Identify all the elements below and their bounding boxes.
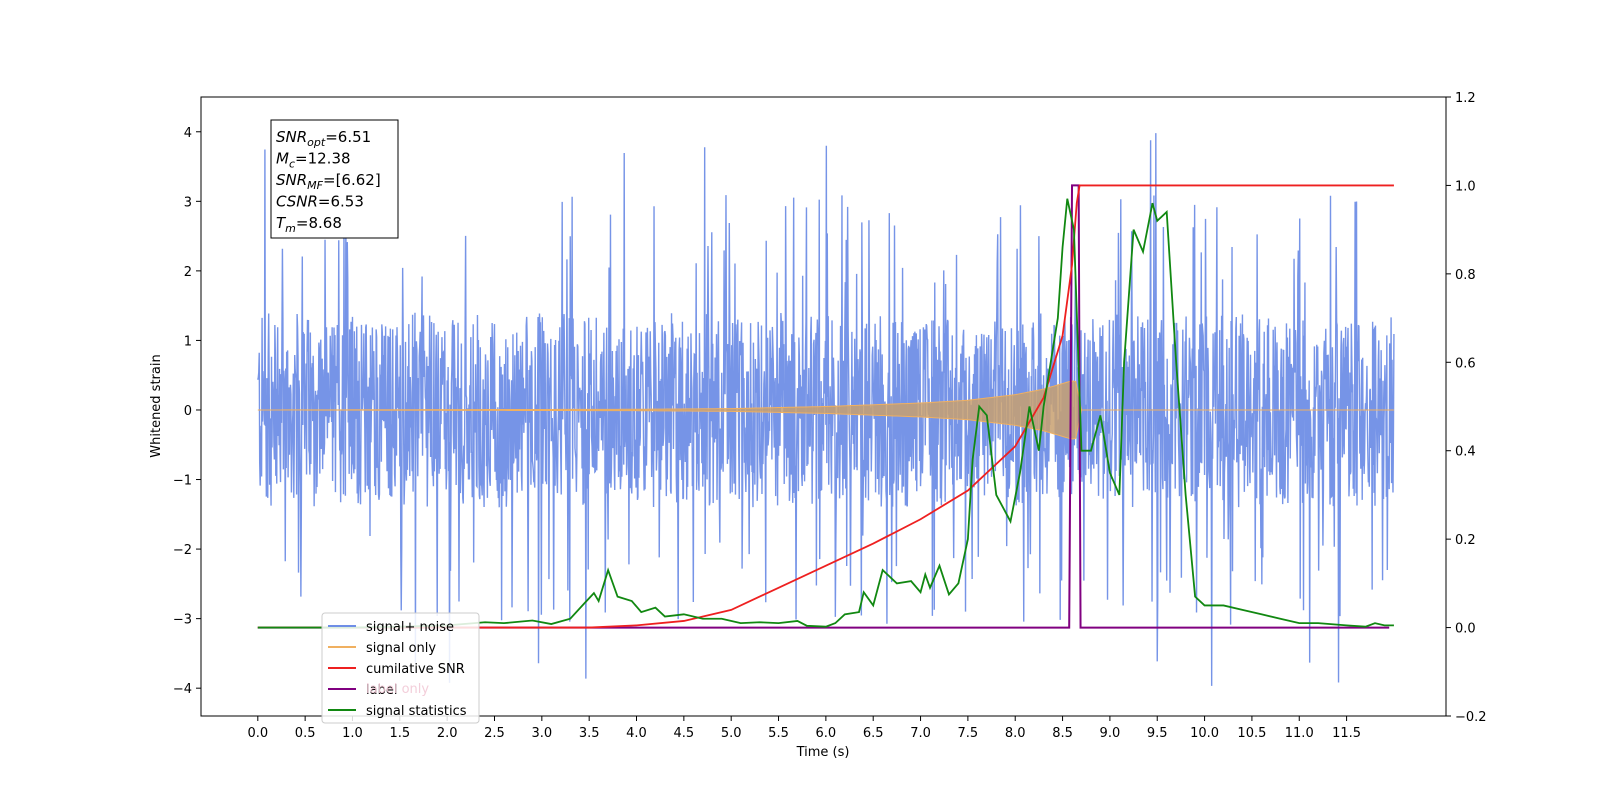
series-signal-statistics	[257, 198, 1394, 629]
legend-label: signal+ noise	[366, 620, 454, 635]
y2-tick-label: 0.0	[1455, 622, 1476, 637]
series-layer	[257, 133, 1395, 686]
annotation-subscript: MF	[307, 179, 323, 192]
x-tick-label: 2.0	[437, 726, 458, 741]
legend-ghost-label: label only	[366, 682, 429, 697]
x-tick-label: 6.5	[863, 726, 884, 741]
annotation-box: SNRopt=6.51Mc=12.38SNRMF=[6.62]CSNR=6.53…	[270, 119, 399, 239]
x-tick-label: 9.0	[1100, 726, 1121, 741]
annotation-value: =8.68	[296, 214, 342, 232]
y-tick-label: −3	[173, 613, 192, 628]
x-tick-label: 4.5	[674, 726, 695, 741]
y2-tick-label: 0.8	[1455, 268, 1476, 283]
series-label	[257, 184, 1390, 629]
x-tick-label: 11.0	[1285, 726, 1314, 741]
annotation-value: =12.38	[295, 150, 351, 168]
annotation-line: Mc=12.38	[276, 150, 351, 171]
annotation-frame	[270, 119, 399, 239]
x-tick-label: 11.5	[1332, 726, 1361, 741]
y-tick-label: −1	[173, 474, 192, 489]
x-tick-label: 9.5	[1147, 726, 1168, 741]
x-axis: 0.0 0.5 1.0 1.5 2.0 2.5 3.0 3.5 4.0 4.5 5.0 5.5 6.0 6…	[247, 716, 1361, 741]
x-tick-label: 1.0	[342, 726, 363, 741]
legend-label: cumilative SNR	[366, 662, 465, 677]
x-tick-label: 8.5	[1052, 726, 1073, 741]
legend-label: signal only	[366, 641, 436, 656]
x-tick-label: 7.5	[958, 726, 979, 741]
x-tick-label: 8.0	[1005, 726, 1026, 741]
x-tick-label: 10.0	[1190, 726, 1219, 741]
annotation-subscript: opt	[307, 136, 326, 149]
x-axis-label: Time (s)	[796, 745, 850, 760]
x-tick-label: 10.5	[1237, 726, 1266, 741]
y-axis-left: −4 −3 −2 −1 0 1 2 3 4	[173, 126, 201, 697]
y2-tick-label: 0.2	[1455, 533, 1476, 548]
x-tick-label: 5.0	[721, 726, 742, 741]
annotation-line: SNRopt=6.51	[276, 128, 371, 149]
x-tick-label: 0.0	[247, 726, 268, 741]
y2-tick-label: −0.2	[1455, 710, 1487, 725]
y2-tick-label: 1.0	[1455, 179, 1476, 194]
y-tick-label: 4	[184, 126, 192, 141]
annotation-line: SNRMF=[6.62]	[276, 171, 381, 192]
x-tick-label: 3.0	[531, 726, 552, 741]
annotation-symbol: SNR	[276, 171, 307, 189]
x-tick-label: 7.0	[910, 726, 931, 741]
x-tick-label: 4.0	[626, 726, 647, 741]
legend: signal+ noise signal only cumilative SNR la…	[321, 612, 480, 724]
annotation-line: CSNR=6.53	[276, 193, 364, 211]
annotation-symbol: T	[276, 214, 287, 232]
y-tick-label: −2	[173, 543, 192, 558]
annotation-value: =[6.62]	[323, 171, 381, 189]
y-tick-label: 0	[184, 404, 192, 419]
annotation-symbol: M	[276, 150, 289, 168]
annotation-subscript: m	[285, 222, 296, 235]
x-tick-label: 5.5	[768, 726, 789, 741]
annotation-symbol: SNR	[276, 128, 307, 146]
y-axis-right: −0.2 0.0 0.2 0.4 0.6 0.8 1.0 1.2	[1446, 91, 1487, 725]
y-tick-label: 3	[184, 195, 192, 210]
y-tick-label: 2	[184, 265, 192, 280]
x-tick-label: 1.5	[389, 726, 410, 741]
legend-label: signal statistics	[366, 704, 467, 719]
annotation-line: Tm=8.68	[276, 214, 342, 235]
x-tick-label: 0.5	[295, 726, 316, 741]
annotation-symbol: CSNR	[276, 193, 318, 211]
annotation-subscript: c	[289, 158, 295, 171]
y2-tick-label: 0.4	[1455, 445, 1476, 460]
x-tick-label: 6.0	[816, 726, 837, 741]
annotation-value: =6.51	[325, 128, 371, 146]
series-signal-only	[257, 380, 1394, 440]
y-axis-label: Whitened strain	[149, 354, 164, 457]
x-tick-label: 3.5	[579, 726, 600, 741]
y2-tick-label: 1.2	[1455, 91, 1476, 106]
legend-label: label	[366, 683, 397, 698]
y-tick-label: −4	[173, 682, 192, 697]
series-signal-noise	[257, 133, 1395, 686]
y2-tick-label: 0.6	[1455, 356, 1476, 371]
y-tick-label: 1	[184, 334, 192, 349]
annotation-value: =6.53	[318, 193, 364, 211]
legend-frame	[321, 612, 480, 724]
plot-frame	[200, 96, 1447, 717]
x-tick-label: 2.5	[484, 726, 505, 741]
